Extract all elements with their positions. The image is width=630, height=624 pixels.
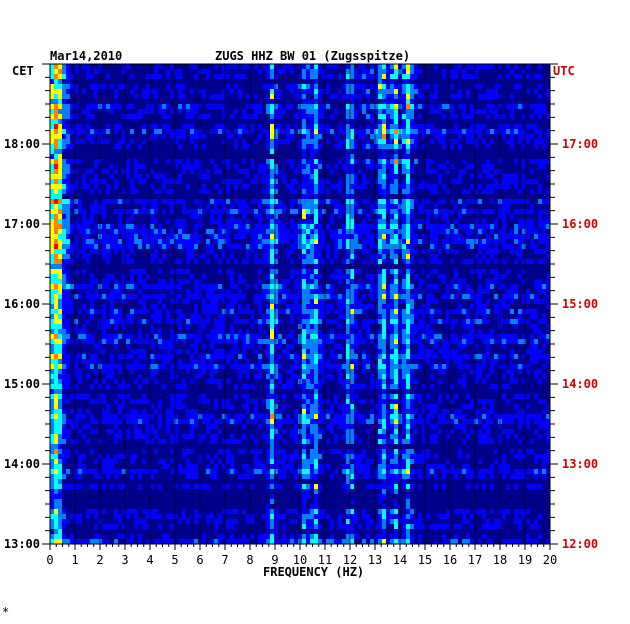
x-tick-label: 19 (518, 553, 532, 567)
x-tick-label: 0 (46, 553, 53, 567)
x-tick-label: 18 (493, 553, 507, 567)
utc-axis-ticks: 17:00 16:00 15:00 14:00 13:00 12:00 (550, 63, 598, 551)
cet-tick-label: 15:00 (4, 377, 40, 391)
utc-tick-label: 16:00 (562, 217, 598, 231)
x-tick-label: 7 (221, 553, 228, 567)
chart-date: Mar14,2010 (50, 49, 122, 63)
x-tick-label: 4 (146, 553, 153, 567)
x-tick-label: 14 (393, 553, 407, 567)
x-axis-label: FREQUENCY (HZ) (263, 565, 364, 579)
utc-tick-label: 13:00 (562, 457, 598, 471)
x-tick-label: 12 (343, 553, 357, 567)
x-tick-label: 6 (196, 553, 203, 567)
utc-axis-label: UTC (553, 64, 575, 78)
utc-tick-label: 17:00 (562, 137, 598, 151)
x-axis-ticks: 0 1 2 3 4 5 6 7 8 9 10 11 12 13 14 15 16 17 18 19 20 (46, 544, 557, 567)
cet-axis-ticks: 18:00 17:00 16:00 15:00 14:00 13:00 (4, 63, 50, 551)
x-tick-label: 1 (71, 553, 78, 567)
x-tick-label: 16 (443, 553, 457, 567)
x-tick-label: 20 (543, 553, 557, 567)
cet-tick-label: 14:00 (4, 457, 40, 471)
x-tick-label: 15 (418, 553, 432, 567)
x-tick-label: 3 (121, 553, 128, 567)
cet-tick-label: 13:00 (4, 537, 40, 551)
x-tick-label: 9 (271, 553, 278, 567)
cet-tick-label: 17:00 (4, 217, 40, 231)
x-tick-label: 8 (246, 553, 253, 567)
footer-mark: * (2, 605, 9, 619)
cet-tick-label: 16:00 (4, 297, 40, 311)
x-tick-label: 13 (368, 553, 382, 567)
x-tick-label: 17 (468, 553, 482, 567)
x-tick-label: 2 (96, 553, 103, 567)
utc-tick-label: 12:00 (562, 537, 598, 551)
utc-tick-label: 14:00 (562, 377, 598, 391)
cet-axis-label: CET (12, 64, 34, 78)
chart-title: ZUGS HHZ BW 01 (Zugsspitze) (215, 49, 410, 63)
x-tick-label: 5 (171, 553, 178, 567)
heatmap-cells (50, 64, 551, 545)
frequency-gridlines (49, 64, 551, 544)
x-tick-label: 11 (318, 553, 332, 567)
x-tick-label: 10 (293, 553, 307, 567)
cet-tick-label: 18:00 (4, 137, 40, 151)
utc-tick-label: 15:00 (562, 297, 598, 311)
